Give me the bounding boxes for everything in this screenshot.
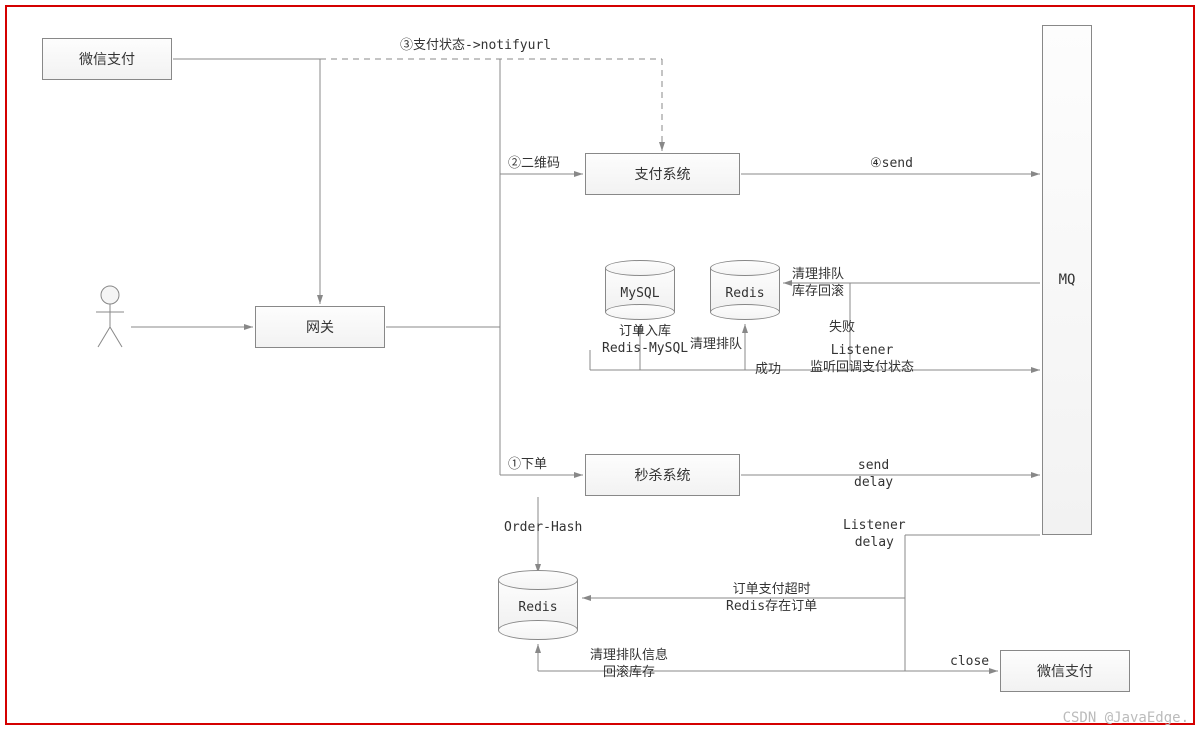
edge-label-timeout: 订单支付超时 Redis存在订单: [726, 582, 817, 616]
edge-label-success: 成功: [755, 362, 781, 379]
cyl-label: Redis: [710, 286, 780, 301]
node-redis-small: Redis: [710, 260, 780, 320]
outer-frame: [5, 5, 1195, 725]
edge-label-clear-rollback: 清理排队 库存回滚: [792, 267, 844, 301]
node-seckill: 秒杀系统: [585, 454, 740, 496]
cyl-label: Redis: [498, 600, 578, 615]
node-wechat-pay-bot: 微信支付: [1000, 650, 1130, 692]
cyl-label: MySQL: [605, 286, 675, 301]
node-pay-system: 支付系统: [585, 153, 740, 195]
edge-label-notify: ③支付状态->notifyurl: [400, 38, 551, 55]
node-mysql: MySQL: [605, 260, 675, 320]
node-mq: MQ: [1042, 25, 1092, 535]
node-label: 支付系统: [635, 164, 691, 184]
edge-label-clear-rollback2: 清理排队信息 回滚库存: [590, 648, 668, 682]
edge-label-clear-queue: 清理排队: [690, 337, 742, 354]
node-label: 微信支付: [79, 49, 135, 69]
edge-label-close: close: [950, 654, 989, 671]
actor-icon: [90, 285, 130, 350]
edge-label-listener-delay: Listener delay: [843, 518, 906, 552]
node-redis-big: Redis: [498, 570, 578, 640]
node-label: 网关: [306, 317, 334, 337]
edge-label-qrcode: ②二维码: [508, 156, 560, 173]
edge-label-order-hash: Order-Hash: [504, 520, 582, 537]
node-label: 微信支付: [1037, 661, 1093, 681]
edge-label-send4: ④send: [870, 156, 913, 173]
edge-label-fail: 失败: [829, 320, 855, 337]
node-label: 秒杀系统: [635, 465, 691, 485]
watermark: CSDN @JavaEdge.: [1063, 710, 1189, 726]
edge-label-order: ①下单: [508, 457, 547, 474]
edge-label-listener-pay: Listener 监听回调支付状态: [810, 343, 914, 377]
node-wechat-pay-top: 微信支付: [42, 38, 172, 80]
edge-label-send-delay: send delay: [854, 458, 893, 492]
edge-label-redis-mysql: 订单入库 Redis-MySQL: [602, 324, 688, 358]
node-gateway: 网关: [255, 306, 385, 348]
node-label: MQ: [1059, 272, 1076, 288]
